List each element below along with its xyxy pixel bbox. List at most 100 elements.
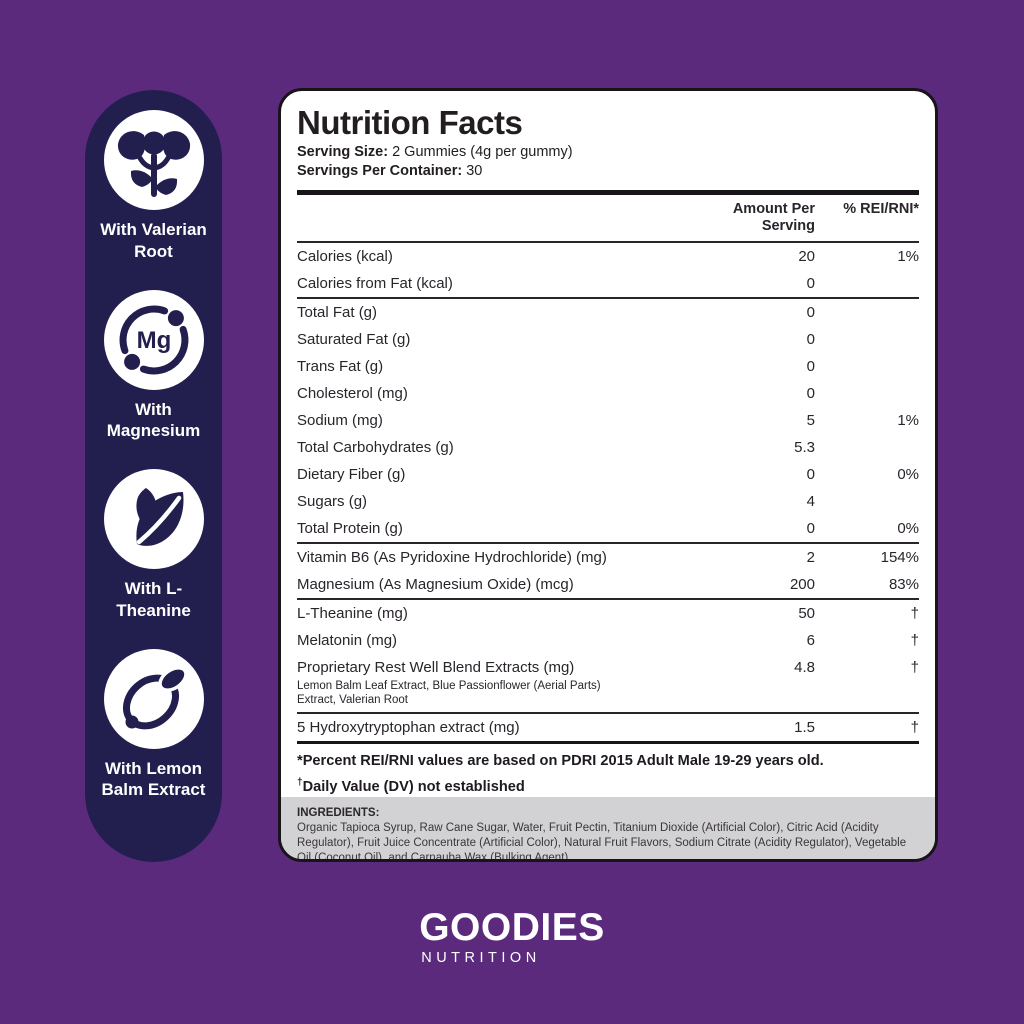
amount-column-header: Amount Per Serving xyxy=(732,200,815,234)
row-name: Sugars (g) xyxy=(297,492,368,510)
table-row: Dietary Fiber (g) 0 0% xyxy=(297,461,919,488)
row-amount: 4.8 xyxy=(794,658,815,676)
footnote-text: Percent REI/RNI values are based on PDRI… xyxy=(302,752,824,769)
row-amount: 6 xyxy=(806,631,815,649)
row-amount: 1.5 xyxy=(794,718,815,736)
percent-column-header: % REI/RNI* xyxy=(843,200,919,217)
row-name: 5 Hydroxytryptophan extract (mg) xyxy=(297,718,520,736)
footnote-text: Daily Value (DV) not established xyxy=(302,778,525,795)
row-percent: 83% xyxy=(888,575,919,593)
row-name: Trans Fat (g) xyxy=(297,357,384,375)
nutrition-facts-card: Nutrition Facts Serving Size: 2 Gummies … xyxy=(278,88,938,862)
brand-logo: GOODIES NUTRITION xyxy=(419,906,605,966)
row-name: Melatonin (mg) xyxy=(297,631,398,649)
ingredients-heading: INGREDIENTS: xyxy=(297,807,380,820)
row-percent: 1% xyxy=(897,247,919,265)
feature-label: With Valerian Root xyxy=(100,220,207,261)
feature-magnesium: Mg With Magnesium xyxy=(88,289,220,443)
table-row: L-Theanine (mg) 50 † xyxy=(297,600,919,627)
row-name: Total Protein (g) xyxy=(297,519,403,537)
card-header: Nutrition Facts Serving Size: 2 Gummies … xyxy=(281,91,935,181)
row-name: Saturated Fat (g) xyxy=(297,330,411,348)
feature-label: With L-Theanine xyxy=(116,579,191,620)
row-name: Vitamin B6 (As Pyridoxine Hydrochloride)… xyxy=(297,548,607,566)
row-name-with-subnote: Proprietary Rest Well Blend Extracts (mg… xyxy=(297,659,685,707)
feature-lemon-balm: With Lemon Balm Extract xyxy=(88,648,220,802)
blend-components-note: Lemon Balm Leaf Extract, Blue Passionflo… xyxy=(297,679,601,706)
row-amount: 0 xyxy=(806,330,815,348)
table-row: Sugars (g) 4 xyxy=(297,488,919,515)
table-group-macros: Total Fat (g) 0 Saturated Fat (g) 0 Trans … xyxy=(297,296,919,542)
ingredients-panel: INGREDIENTS: Organic Tapioca Syrup, Raw … xyxy=(281,797,935,862)
row-amount: 50 xyxy=(798,604,815,622)
footnote-marker: † xyxy=(297,776,303,788)
row-amount: 0 xyxy=(806,303,815,321)
nutrition-facts-title: Nutrition Facts xyxy=(297,104,523,141)
row-amount: 0 xyxy=(806,519,815,537)
table-row: Total Protein (g) 0 0% xyxy=(297,515,919,542)
row-name: Calories from Fat (kcal) xyxy=(297,274,453,292)
lemon-icon xyxy=(103,648,204,749)
magnesium-icon: Mg xyxy=(103,289,204,390)
ingredients-text: Organic Tapioca Syrup, Raw Cane Sugar, W… xyxy=(297,822,907,862)
row-name: Proprietary Rest Well Blend Extracts (mg… xyxy=(297,658,575,676)
table-row: Saturated Fat (g) 0 xyxy=(297,326,919,353)
servings-per-container-value: 30 xyxy=(466,162,483,179)
table-row: Sodium (mg) 5 1% xyxy=(297,407,919,434)
table-bottom-rule xyxy=(297,740,919,744)
servings-per-container-label: Servings Per Container: xyxy=(297,162,463,179)
row-amount: 0 xyxy=(806,384,815,402)
feature-pill: With Valerian Root Mg With Magnesium Wit… xyxy=(85,90,222,862)
feature-valerian: With Valerian Root xyxy=(88,110,220,263)
brand-name: GOODIES xyxy=(419,906,605,949)
svg-text:Mg: Mg xyxy=(136,327,171,354)
row-amount: 5 xyxy=(806,411,815,429)
feature-label: With Lemon Balm Extract xyxy=(101,758,206,800)
row-name: L-Theanine (mg) xyxy=(297,604,408,622)
row-percent: † xyxy=(910,604,919,622)
table-group-calories: Calories (kcal) 20 1% Calories from Fat (k… xyxy=(297,240,919,297)
table-group-actives: L-Theanine (mg) 50 † Melatonin (mg) 6 † Prop… xyxy=(297,597,919,712)
table-row: Melatonin (mg) 6 † xyxy=(297,627,919,654)
row-name: Magnesium (As Magnesium Oxide) (mcg) xyxy=(297,575,574,593)
footnotes: *Percent REI/RNI values are based on PDR… xyxy=(297,751,919,798)
footnote-percent-basis: *Percent REI/RNI values are based on PDR… xyxy=(297,751,919,772)
brand-tagline: NUTRITION xyxy=(421,949,541,966)
table-row: Cholesterol (mg) 0 xyxy=(297,380,919,407)
row-amount: 5.3 xyxy=(794,438,815,456)
table-row: Total Carbohydrates (g) 5.3 xyxy=(297,434,919,461)
footnote-marker: * xyxy=(297,752,303,769)
footnote-daily-value: †Daily Value (DV) not established xyxy=(297,772,919,798)
row-amount: 2 xyxy=(806,548,815,566)
row-amount: 0 xyxy=(806,357,815,375)
table-row: Vitamin B6 (As Pyridoxine Hydrochloride)… xyxy=(297,544,919,571)
leaf-icon xyxy=(103,469,204,569)
row-name: Calories (kcal) xyxy=(297,247,393,265)
table-row: 5 Hydroxytryptophan extract (mg) 1.5 † xyxy=(297,714,919,741)
table-group-vitamins: Vitamin B6 (As Pyridoxine Hydrochloride)… xyxy=(297,541,919,598)
row-name: Total Fat (g) xyxy=(297,303,378,321)
table-row: Calories from Fat (kcal) 0 xyxy=(297,270,919,297)
row-percent: † xyxy=(910,658,919,676)
row-name: Sodium (mg) xyxy=(297,411,383,429)
row-amount: 200 xyxy=(789,575,815,593)
serving-size-label: Serving Size: xyxy=(297,143,389,160)
table-row: Trans Fat (g) 0 xyxy=(297,353,919,380)
servings-per-container-line: Servings Per Container: 30 xyxy=(297,162,919,181)
row-percent: † xyxy=(910,718,919,736)
valerian-flower-icon xyxy=(103,110,204,210)
feature-ltheanine: With L-Theanine xyxy=(88,469,220,622)
row-amount: 20 xyxy=(798,247,815,265)
row-name: Dietary Fiber (g) xyxy=(297,465,406,483)
row-percent: † xyxy=(910,631,919,649)
serving-size-line: Serving Size: 2 Gummies (4g per gummy) xyxy=(297,143,919,162)
row-percent: 1% xyxy=(897,411,919,429)
row-amount: 0 xyxy=(806,274,815,292)
row-amount: 0 xyxy=(806,465,815,483)
table-row: Magnesium (As Magnesium Oxide) (mcg) 200 8… xyxy=(297,571,919,598)
row-amount: 4 xyxy=(806,492,815,510)
row-name: Total Carbohydrates (g) xyxy=(297,438,454,456)
table-group-5htp: 5 Hydroxytryptophan extract (mg) 1.5 † xyxy=(297,711,919,741)
table-row-proprietary-blend: Proprietary Rest Well Blend Extracts (mg… xyxy=(297,654,919,712)
